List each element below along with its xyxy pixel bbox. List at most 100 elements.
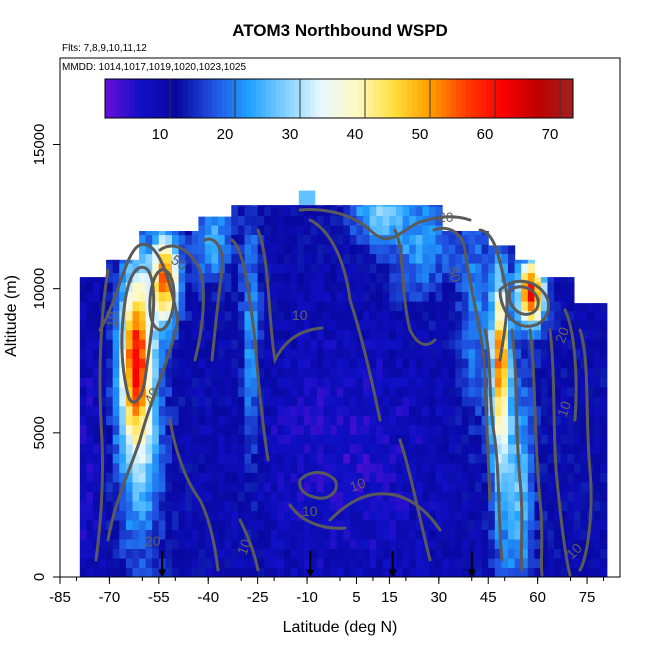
heatmap-cell bbox=[152, 367, 160, 378]
heatmap-cell bbox=[527, 443, 535, 454]
heatmap-cell bbox=[455, 529, 463, 540]
heatmap-cell bbox=[284, 310, 292, 321]
heatmap-cell bbox=[369, 348, 377, 359]
heatmap-cell bbox=[231, 348, 239, 359]
heatmap-cell bbox=[198, 519, 206, 530]
heatmap-cell bbox=[257, 377, 265, 388]
heatmap-cell bbox=[547, 567, 555, 577]
heatmap-cell bbox=[158, 386, 166, 397]
heatmap-cell bbox=[139, 339, 147, 350]
heatmap-cell bbox=[290, 282, 298, 293]
heatmap-cell bbox=[442, 443, 450, 454]
x-tick-label: 60 bbox=[529, 589, 546, 606]
heatmap-cell bbox=[198, 538, 206, 549]
heatmap-cell bbox=[428, 481, 437, 492]
heatmap-cell bbox=[527, 386, 535, 397]
heatmap-cell bbox=[461, 231, 470, 236]
colorbar-segment bbox=[144, 79, 150, 118]
heatmap-cell bbox=[264, 377, 272, 388]
heatmap-cell bbox=[442, 320, 450, 331]
heatmap-cell bbox=[376, 453, 384, 464]
heatmap-cell bbox=[290, 434, 298, 445]
heatmap-cell bbox=[264, 491, 272, 502]
heatmap-cell bbox=[237, 500, 246, 511]
heatmap-cell bbox=[165, 263, 173, 274]
heatmap-cell bbox=[514, 310, 522, 321]
heatmap-cell bbox=[251, 453, 259, 464]
heatmap-cell bbox=[79, 348, 87, 359]
heatmap-cell bbox=[185, 462, 193, 473]
heatmap-cell bbox=[488, 329, 496, 340]
heatmap-cell bbox=[600, 405, 608, 416]
heatmap-cell bbox=[204, 434, 213, 445]
heatmap-cell bbox=[514, 377, 522, 388]
heatmap-cell bbox=[600, 472, 608, 483]
heatmap-cell bbox=[501, 339, 509, 350]
heatmap-cell bbox=[382, 538, 390, 549]
heatmap-cell bbox=[389, 500, 397, 511]
heatmap-cell bbox=[145, 231, 153, 236]
heatmap-cell bbox=[461, 358, 470, 369]
heatmap-cell bbox=[277, 510, 285, 521]
heatmap-cell bbox=[488, 519, 496, 530]
heatmap-cell bbox=[494, 558, 502, 569]
heatmap-cell bbox=[376, 472, 384, 483]
heatmap-cell bbox=[475, 558, 483, 569]
heatmap-cell bbox=[99, 367, 107, 378]
heatmap-cell bbox=[501, 253, 509, 264]
heatmap-cell bbox=[237, 386, 246, 397]
heatmap-cell bbox=[323, 339, 331, 350]
colorbar-segment bbox=[334, 79, 340, 118]
heatmap-cell bbox=[112, 453, 120, 464]
heatmap-cell bbox=[488, 529, 496, 540]
heatmap-cell bbox=[488, 358, 496, 369]
heatmap-cell bbox=[119, 519, 127, 530]
heatmap-cell bbox=[527, 263, 535, 274]
heatmap-cell bbox=[172, 567, 180, 577]
heatmap-cell bbox=[501, 472, 509, 483]
heatmap-cell bbox=[593, 367, 601, 378]
heatmap-cell bbox=[475, 234, 483, 245]
heatmap-cell bbox=[481, 434, 489, 445]
heatmap-cell bbox=[369, 405, 377, 416]
heatmap-cell bbox=[336, 519, 344, 530]
heatmap-cell bbox=[231, 415, 239, 426]
heatmap-cell bbox=[316, 415, 325, 426]
heatmap-cell bbox=[323, 301, 331, 312]
heatmap-cell bbox=[442, 453, 450, 464]
heatmap-cell bbox=[501, 548, 509, 559]
heatmap-cell bbox=[547, 434, 555, 445]
heatmap-cell bbox=[356, 224, 364, 235]
contour-label: 10 bbox=[103, 310, 121, 328]
x-axis-label: Latitude (deg N) bbox=[283, 619, 398, 636]
heatmap-cell bbox=[323, 348, 331, 359]
heatmap-cell bbox=[448, 253, 456, 264]
heatmap-cell bbox=[257, 263, 265, 274]
heatmap-cell bbox=[132, 320, 140, 331]
colorbar: 10 20 30 40 50 60 70 bbox=[104, 78, 574, 143]
heatmap-cell bbox=[297, 434, 305, 445]
heatmap-cell bbox=[211, 348, 219, 359]
heatmap-cell bbox=[527, 538, 535, 549]
heatmap-cell bbox=[218, 224, 226, 235]
heatmap-cell bbox=[442, 519, 450, 530]
heatmap-cell bbox=[79, 548, 87, 559]
heatmap-cell bbox=[409, 377, 417, 388]
heatmap-cell bbox=[251, 320, 259, 331]
heatmap-cell bbox=[336, 415, 344, 426]
heatmap-cell bbox=[540, 348, 549, 359]
colorbar-segment bbox=[368, 79, 374, 118]
heatmap-cell bbox=[448, 358, 456, 369]
heatmap-cell bbox=[402, 396, 410, 407]
heatmap-cell bbox=[218, 548, 226, 559]
heatmap-cell bbox=[600, 500, 608, 511]
heatmap-cell bbox=[237, 348, 246, 359]
heatmap-cell bbox=[521, 424, 529, 435]
heatmap-cell bbox=[475, 443, 483, 454]
heatmap-cell bbox=[132, 405, 140, 416]
heatmap-cell bbox=[422, 348, 430, 359]
heatmap-cell bbox=[290, 301, 298, 312]
heatmap-cell bbox=[92, 320, 101, 331]
heatmap-cell bbox=[547, 291, 555, 302]
heatmap-cell bbox=[409, 415, 417, 426]
